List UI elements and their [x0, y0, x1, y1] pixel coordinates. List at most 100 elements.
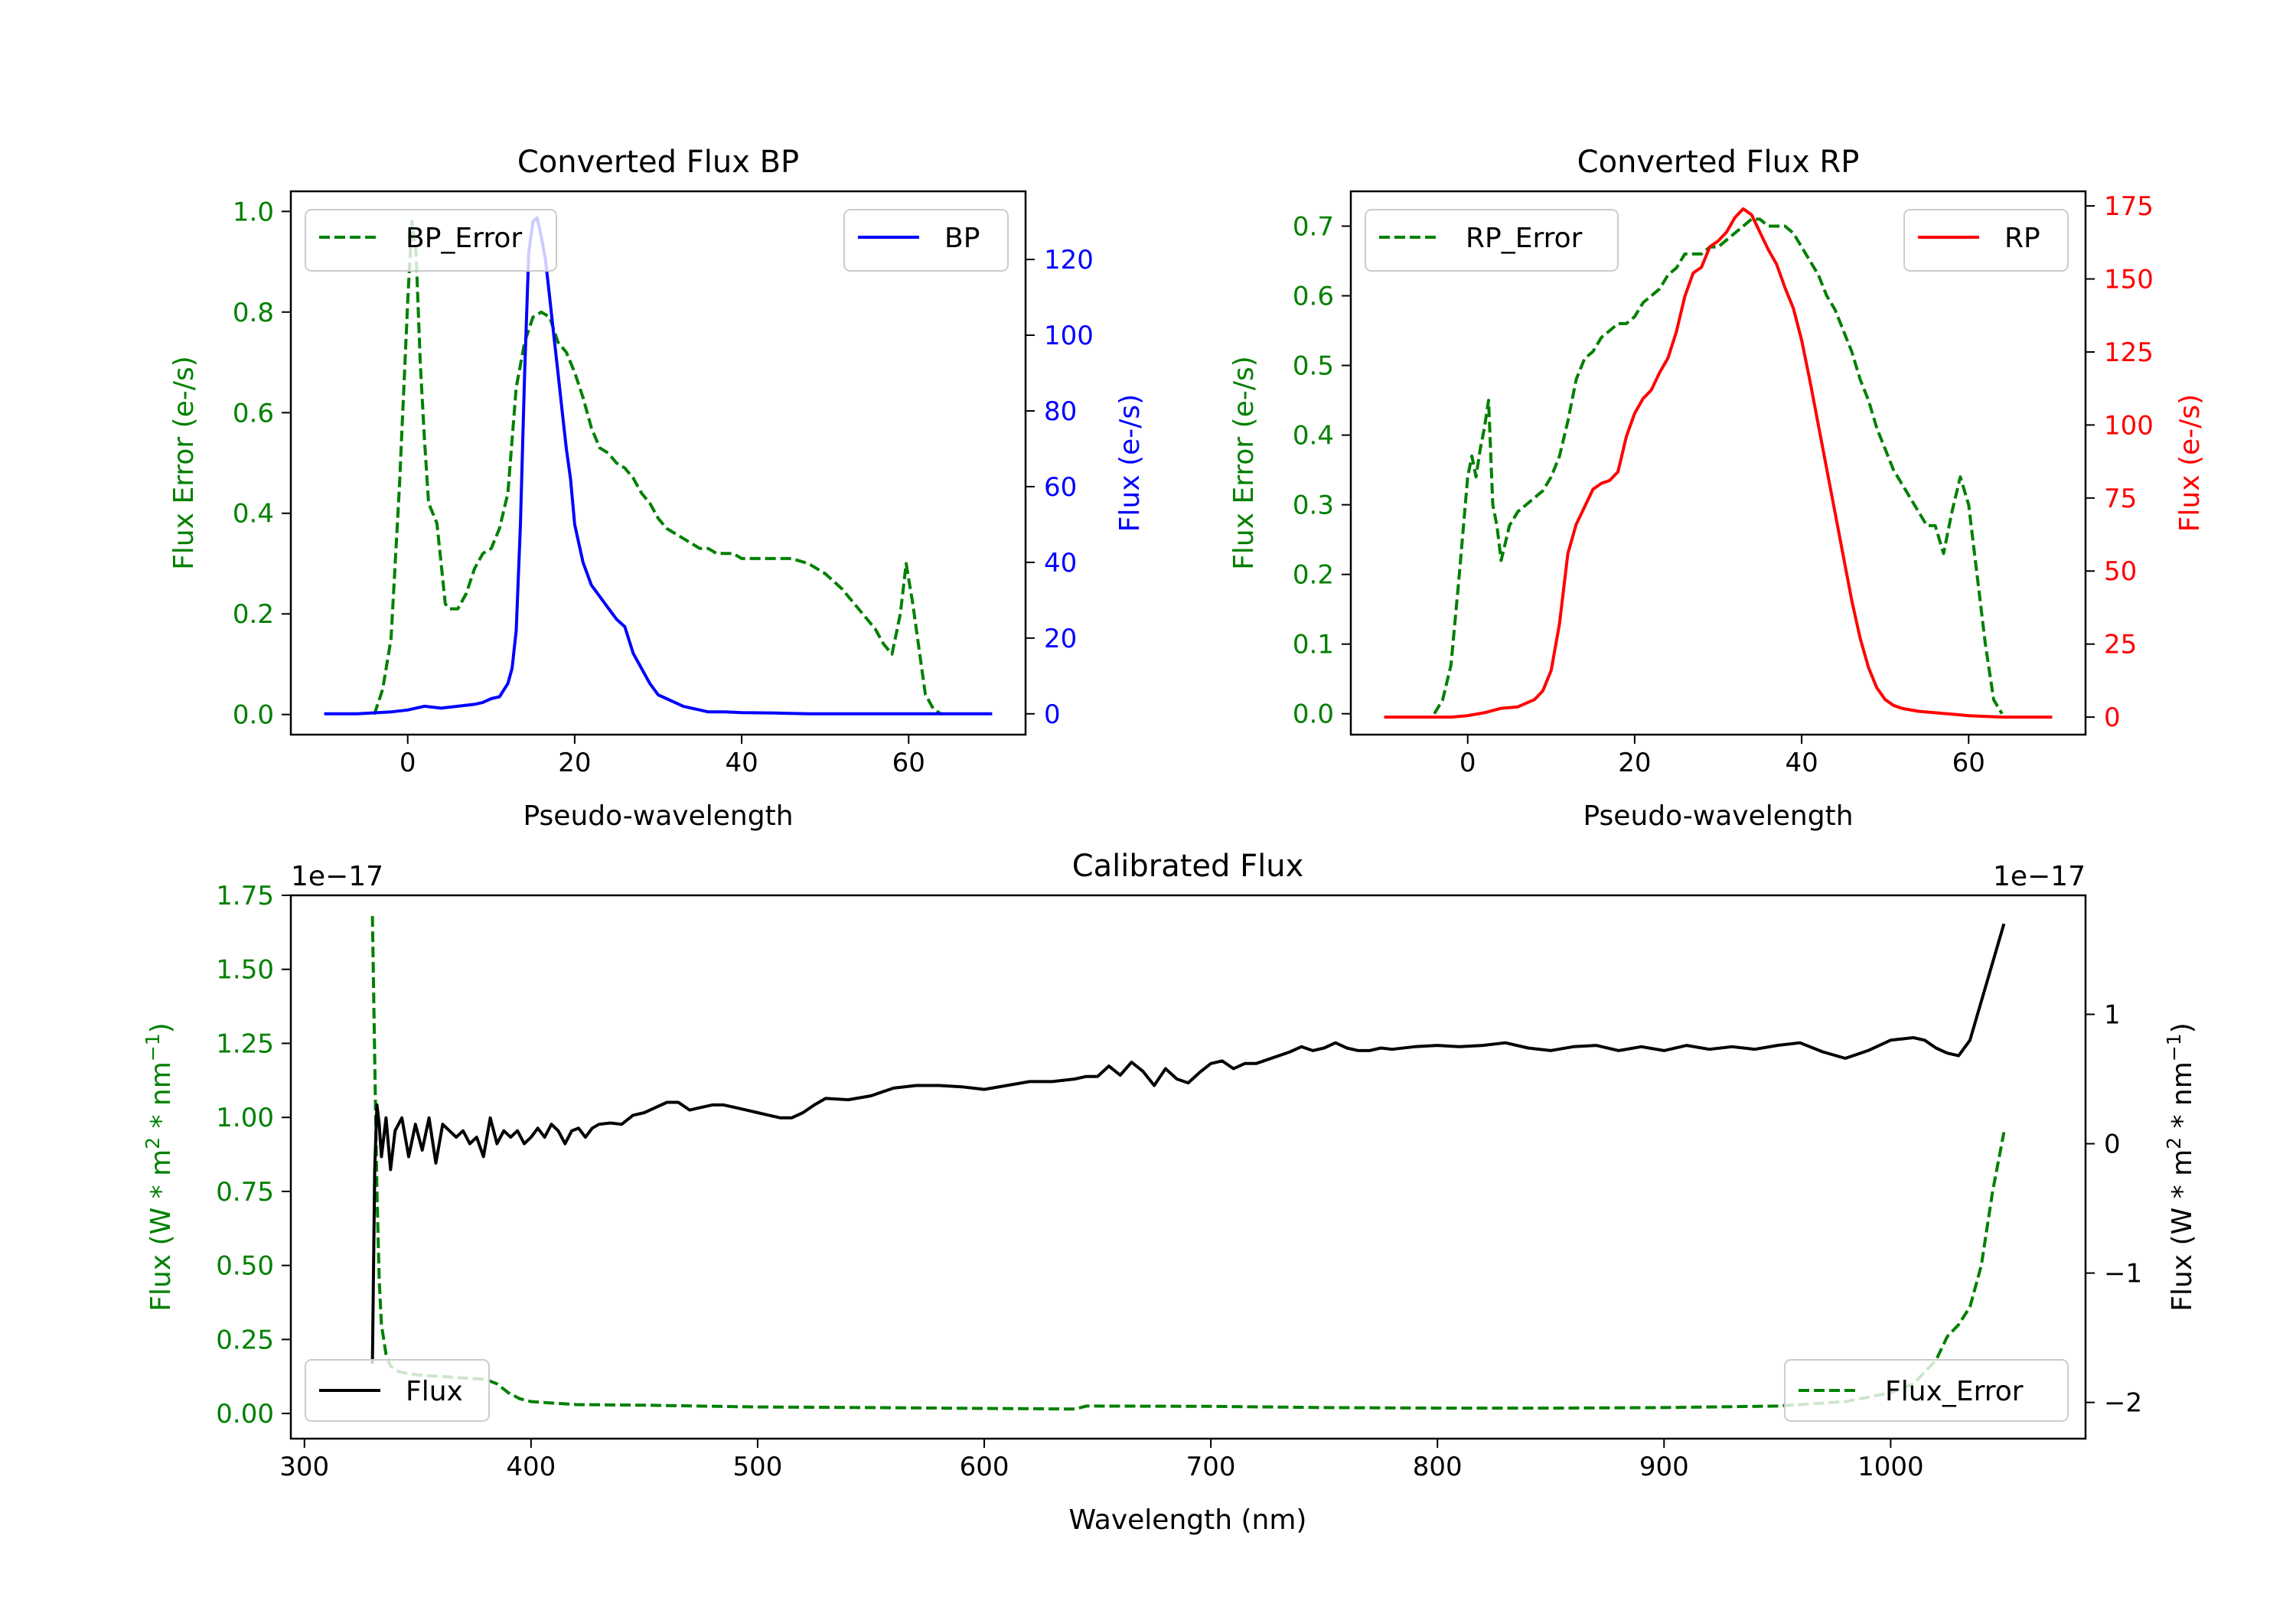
rp-y-label-left: Flux Error (e-/s) [1228, 356, 1260, 570]
bp-x-tick-label: 20 [558, 748, 591, 778]
cal-plot-frame [289, 894, 2087, 1440]
rp-y-tick-label-left: 0.0 [1293, 699, 1334, 730]
rp-y-ticks-right: 0 25 50 75 100 125 150 175 [2086, 191, 2154, 733]
cal-x-ticks: 300 400 500 600 700 800 900 1000 [279, 1439, 1924, 1482]
bp-y-tick-label-left: 0.4 [233, 499, 274, 530]
rp-y-tick-label-right: 75 [2104, 484, 2137, 514]
rp-legend-label: RP [2004, 223, 2040, 254]
bp-error-legend-label: BP_Error [406, 223, 522, 254]
rp-series [1384, 207, 2053, 719]
rp-error-legend-label: RP_Error [1466, 223, 1583, 254]
cal-flux-legend-box [305, 1359, 490, 1422]
cal-x-tick-label: 800 [1413, 1452, 1463, 1482]
bp-series [324, 216, 993, 716]
cal-series [370, 916, 2006, 1411]
rp-x-tick-label: 60 [1952, 748, 1985, 778]
bp-legend-box [843, 209, 1009, 272]
panel-rp: Converted Flux RP 0 20 40 60 0.00.10.20.30.… [1228, 145, 2206, 832]
cal-y-tick-label-left: 1.00 [216, 1103, 274, 1133]
cal-x-tick-label: 500 [732, 1452, 782, 1482]
cal-x-tick-label: 300 [279, 1452, 329, 1482]
rp-x-tick-label: 0 [1459, 748, 1476, 778]
cal-x-tick-label: 900 [1639, 1452, 1689, 1482]
bp-y-tick-label-left: 0.2 [233, 599, 274, 630]
cal-y-tick-label-left: 0.75 [216, 1177, 274, 1208]
bp-x-label: Pseudo-wavelength [523, 800, 793, 832]
cal-y-label-right: Flux (W * m2 * nm−1) [2163, 1022, 2198, 1311]
cal-x-label: Wavelength (nm) [1069, 1504, 1307, 1536]
rp-y-tick-label-left: 0.3 [1293, 491, 1334, 521]
cal-x-tick-label: 700 [1186, 1452, 1236, 1482]
rp-y-tick-label-left: 0.1 [1293, 630, 1334, 660]
cal-y-tick-label-left: 1.50 [216, 955, 274, 986]
cal-y-tick-label-right: −1 [2104, 1259, 2142, 1289]
panel-bp: Converted Flux BP 0 20 40 60 0.00.20.40.60.… [168, 145, 1146, 832]
bp-y-tick-label-right: 0 [1044, 699, 1061, 730]
cal-error-legend: Flux_Error [1784, 1359, 2069, 1422]
bp-y-ticks-left: 0.0 0.2 0.4 0.6 0.8 1.0 [233, 197, 291, 731]
bp-y-tick-label-right: 20 [1044, 624, 1077, 654]
cal-y-tick-label-left: 0.00 [216, 1399, 274, 1429]
rp-y-tick-label-right: 100 [2104, 410, 2154, 441]
rp-y-tick-label-right: 50 [2104, 556, 2137, 587]
rp-x-ticks: 0 20 40 60 [1459, 735, 1985, 778]
cal-x-tick-label: 1000 [1857, 1452, 1924, 1482]
cal-title: Calibrated Flux [1072, 849, 1304, 884]
bp-plot-frame [289, 190, 1027, 736]
rp-y-tick-label-left: 0.2 [1293, 560, 1334, 591]
rp-y-tick-label-left: 0.5 [1293, 351, 1334, 382]
cal-y-ticks-left: 0.00 0.25 0.50 0.75 1.00 1.25 1.50 1.75 [216, 881, 291, 1429]
bp-x-ticks: 0 20 40 60 [400, 735, 925, 778]
cal-flux-legend-label: Flux [406, 1376, 463, 1407]
cal-y-tick-label-left: 0.25 [216, 1325, 274, 1355]
rp-y-label-right: Flux (e-/s) [2174, 394, 2206, 532]
rp-y-tick-label-left: 0.7 [1293, 212, 1334, 243]
cal-x-tick-label: 600 [960, 1452, 1009, 1482]
rp-x-tick-label: 40 [1785, 748, 1818, 778]
bp-y-tick-label-left: 0.8 [233, 298, 274, 328]
rp-y-tick-label-right: 175 [2104, 191, 2154, 222]
cal-error-legend-box [1784, 1359, 2069, 1422]
bp-x-tick-label: 40 [725, 748, 758, 778]
rp-legend: RP [1903, 209, 2069, 272]
bp-line-bp-error [373, 220, 943, 716]
rp-legend-box [1903, 209, 2069, 272]
rp-line-rp-error [1433, 217, 2004, 715]
cal-line-flux-error [370, 916, 2006, 1411]
cal-y-ticks-right: −2 −1 0 1 [2086, 1000, 2142, 1419]
cal-y-tick-label-right: 0 [2104, 1129, 2121, 1160]
cal-y-tick-label-left: 0.50 [216, 1251, 274, 1282]
cal-y-tick-label-right: 1 [2104, 1000, 2121, 1031]
bp-error-legend: BP_Error [305, 209, 557, 272]
cal-flux-legend: Flux [305, 1359, 490, 1422]
bp-legend: BP [843, 209, 1009, 272]
cal-y-label-left: Flux (W * m2 * nm−1) [142, 1022, 177, 1311]
rp-error-legend: RP_Error [1365, 209, 1619, 272]
rp-plot-frame [1349, 190, 2087, 736]
rp-y-ticks-left: 0.0 0.1 0.2 0.3 0.4 0.5 0.6 0.7 [1293, 212, 1351, 730]
bp-y-tick-label-right: 40 [1044, 548, 1077, 579]
cal-x-tick-label: 400 [506, 1452, 556, 1482]
rp-y-tick-label-left: 0.6 [1293, 282, 1334, 312]
bp-y-tick-label-left: 0.6 [233, 398, 274, 429]
rp-title: Converted Flux RP [1577, 145, 1860, 180]
cal-y-tick-label-right: −2 [2104, 1388, 2142, 1419]
bp-y-tick-label-left: 0.0 [233, 700, 274, 731]
bp-y-label-left: Flux Error (e-/s) [168, 356, 200, 570]
rp-x-tick-label: 20 [1618, 748, 1651, 778]
rp-y-tick-label-left: 0.4 [1293, 421, 1334, 451]
bp-line-bp [324, 216, 993, 715]
bp-y-tick-label-left: 1.0 [233, 197, 274, 227]
bp-y-label-right: Flux (e-/s) [1114, 394, 1146, 532]
cal-offset-left: 1e−17 [291, 861, 383, 892]
cal-line-flux [370, 923, 2006, 1364]
rp-error-legend-box [1365, 209, 1619, 272]
cal-y-tick-label-left: 1.25 [216, 1028, 274, 1059]
bp-y-ticks-right: 0 20 40 60 80 100 120 [1026, 245, 1094, 730]
cal-offset-right: 1e−17 [1993, 861, 2086, 892]
bp-y-tick-label-right: 60 [1044, 472, 1077, 503]
bp-x-tick-label: 0 [400, 748, 416, 778]
bp-y-tick-label-right: 80 [1044, 396, 1077, 427]
bp-y-tick-label-right: 100 [1044, 321, 1094, 351]
